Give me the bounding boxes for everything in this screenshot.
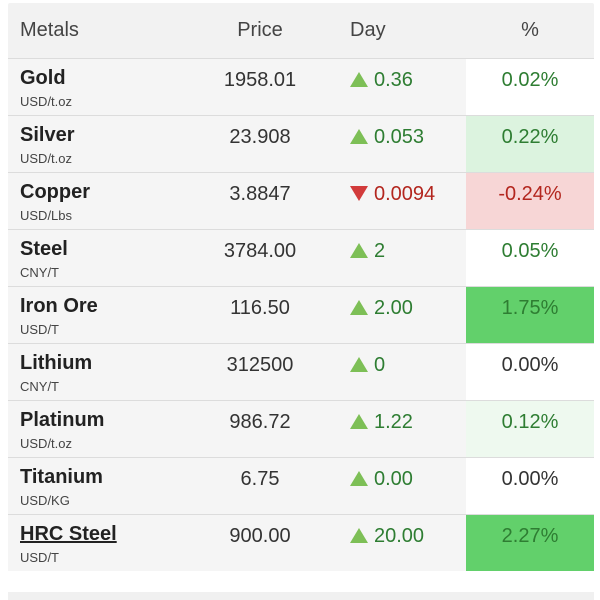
- day-change-cell: 2: [330, 230, 466, 286]
- price-cell: 3784.00: [190, 230, 330, 286]
- price-cell: 6.75: [190, 458, 330, 514]
- triangle-up-icon: [350, 243, 368, 258]
- header-metals[interactable]: Metals: [20, 19, 79, 41]
- metal-unit: USD/t.oz: [20, 436, 73, 451]
- day-change-cell: 0.00: [330, 458, 466, 514]
- triangle-up-icon: [350, 129, 368, 144]
- day-change-cell: 0.0094: [330, 173, 466, 229]
- percent-change-cell: 0.12%: [466, 401, 594, 457]
- metals-table: Metals Price Day % Gold USD/t.oz 1958.01 0.…: [8, 3, 594, 571]
- triangle-up-icon: [350, 528, 368, 543]
- day-change-cell: 20.00: [330, 515, 466, 571]
- header-percent[interactable]: %: [521, 19, 539, 41]
- day-change-value: 0.053: [374, 126, 425, 148]
- table-row[interactable]: Copper USD/Lbs 3.8847 0.0094 -0.24%: [8, 173, 594, 230]
- triangle-up-icon: [350, 414, 368, 429]
- day-change-cell: 0.36: [330, 59, 466, 115]
- price-cell: 23.908: [190, 116, 330, 172]
- metal-unit: USD/T: [20, 322, 59, 337]
- metal-name-link[interactable]: HRC Steel: [20, 523, 117, 545]
- table-row[interactable]: Platinum USD/t.oz 986.72 1.22 0.12%: [8, 401, 594, 458]
- table-row[interactable]: HRC Steel USD/T 900.00 20.00 2.27%: [8, 515, 594, 571]
- header-day[interactable]: Day: [350, 19, 386, 41]
- day-change-value: 2.00: [374, 297, 413, 319]
- metal-unit: USD/t.oz: [20, 151, 73, 166]
- percent-change-cell: 0.02%: [466, 59, 594, 115]
- table-body: Gold USD/t.oz 1958.01 0.36 0.02% Silver USD/t.…: [8, 59, 594, 571]
- metal-name: Platinum: [20, 409, 105, 431]
- metal-name: Steel: [20, 238, 68, 260]
- day-change-value: 1.22: [374, 411, 413, 433]
- metal-unit: CNY/T: [20, 265, 59, 280]
- price-cell: 3.8847: [190, 173, 330, 229]
- percent-change-cell: 0.00%: [466, 344, 594, 400]
- metal-cell: Platinum USD/t.oz: [8, 401, 190, 457]
- percent-change-cell: 0.00%: [466, 458, 594, 514]
- day-change-value: 0.00: [374, 468, 413, 490]
- metal-name: Lithium: [20, 352, 93, 374]
- metal-cell: Iron Ore USD/T: [8, 287, 190, 343]
- triangle-up-icon: [350, 300, 368, 315]
- price-cell: 900.00: [190, 515, 330, 571]
- table-row[interactable]: Silver USD/t.oz 23.908 0.053 0.22%: [8, 116, 594, 173]
- header-price[interactable]: Price: [237, 19, 283, 41]
- day-change-cell: 2.00: [330, 287, 466, 343]
- price-cell: 312500: [190, 344, 330, 400]
- triangle-up-icon: [350, 357, 368, 372]
- day-change-value: 0.36: [374, 69, 413, 91]
- day-change-cell: 0.053: [330, 116, 466, 172]
- percent-change-cell: 1.75%: [466, 287, 594, 343]
- metal-name: Iron Ore: [20, 295, 98, 317]
- table-row[interactable]: Iron Ore USD/T 116.50 2.00 1.75%: [8, 287, 594, 344]
- price-cell: 986.72: [190, 401, 330, 457]
- metal-cell: Copper USD/Lbs: [8, 173, 190, 229]
- table-row[interactable]: Lithium CNY/T 312500 0 0.00%: [8, 344, 594, 401]
- metal-name: Gold: [20, 67, 66, 89]
- day-change-cell: 1.22: [330, 401, 466, 457]
- day-change-value: 2: [374, 240, 386, 262]
- percent-change-cell: -0.24%: [466, 173, 594, 229]
- triangle-down-icon: [350, 186, 368, 201]
- percent-change-cell: 0.22%: [466, 116, 594, 172]
- metal-cell: HRC Steel USD/T: [8, 515, 190, 571]
- metal-unit: CNY/T: [20, 379, 59, 394]
- metal-unit: USD/KG: [20, 493, 70, 508]
- table-row[interactable]: Titanium USD/KG 6.75 0.00 0.00%: [8, 458, 594, 515]
- percent-change-cell: 2.27%: [466, 515, 594, 571]
- metal-unit: USD/Lbs: [20, 208, 73, 223]
- price-cell: 116.50: [190, 287, 330, 343]
- triangle-up-icon: [350, 72, 368, 87]
- day-change-value: 0.0094: [374, 183, 436, 205]
- metal-cell: Steel CNY/T: [8, 230, 190, 286]
- triangle-up-icon: [350, 471, 368, 486]
- metal-cell: Titanium USD/KG: [8, 458, 190, 514]
- day-change-value: 0: [374, 354, 386, 376]
- metal-name: Titanium: [20, 466, 103, 488]
- metal-name: Silver: [20, 124, 75, 146]
- table-row[interactable]: Steel CNY/T 3784.00 2 0.05%: [8, 230, 594, 287]
- metal-name: Copper: [20, 181, 90, 203]
- metal-unit: USD/T: [20, 550, 59, 565]
- metal-unit: USD/t.oz: [20, 94, 73, 109]
- footer-bar: [8, 592, 594, 600]
- day-change-cell: 0: [330, 344, 466, 400]
- day-change-value: 20.00: [374, 525, 425, 547]
- percent-change-cell: 0.05%: [466, 230, 594, 286]
- price-cell: 1958.01: [190, 59, 330, 115]
- metal-cell: Gold USD/t.oz: [8, 59, 190, 115]
- table-row[interactable]: Gold USD/t.oz 1958.01 0.36 0.02%: [8, 59, 594, 116]
- table-header: Metals Price Day %: [8, 3, 594, 59]
- metal-cell: Silver USD/t.oz: [8, 116, 190, 172]
- metal-cell: Lithium CNY/T: [8, 344, 190, 400]
